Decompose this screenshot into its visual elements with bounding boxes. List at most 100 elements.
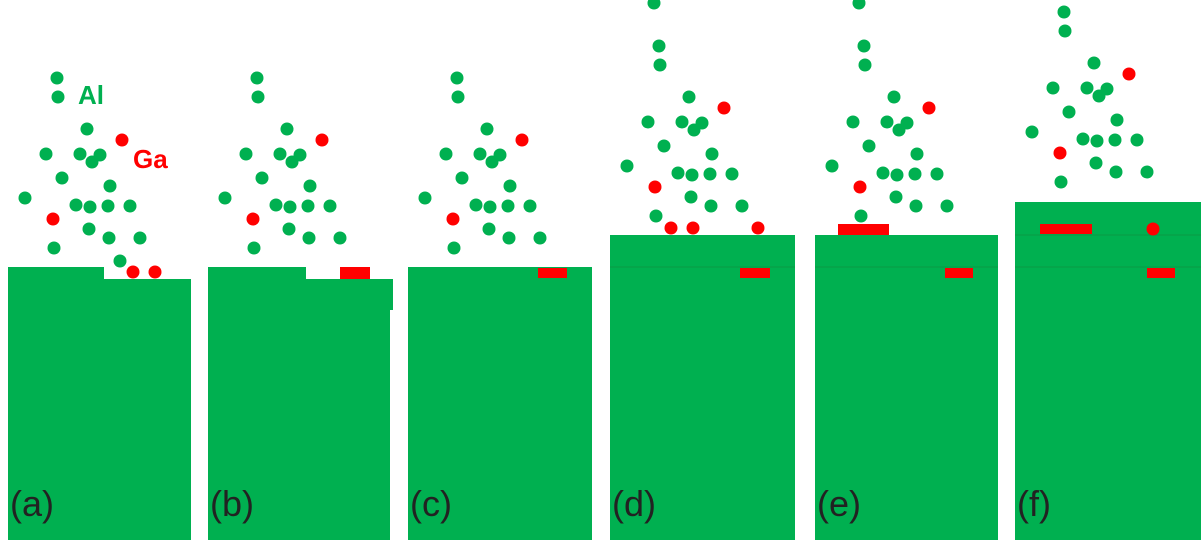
al-atom (239, 147, 253, 161)
al-atom (620, 159, 634, 173)
ga-islands (340, 224, 1175, 279)
al-atom (503, 179, 517, 193)
ga-atom (446, 212, 460, 226)
ga-layer (1147, 268, 1175, 278)
al-atom (483, 200, 497, 214)
ga-layer (538, 268, 567, 278)
al-atom (687, 123, 701, 137)
al-atom (649, 209, 663, 223)
al-atom (303, 179, 317, 193)
al-atom (1090, 134, 1104, 148)
al-atom (1108, 133, 1122, 147)
al-atom (450, 71, 464, 85)
ga-label: Ga (133, 144, 168, 174)
al-atom (280, 122, 294, 136)
al-atom (333, 231, 347, 245)
al-atom (857, 39, 871, 53)
al-atom (482, 222, 496, 236)
ga-atom (853, 180, 867, 194)
al-atom (69, 198, 83, 212)
substrate (610, 235, 795, 540)
ga-atom (148, 265, 162, 279)
al-atom (1140, 165, 1154, 179)
al-atom (269, 198, 283, 212)
al-atom (1057, 5, 1071, 19)
al-atom (1054, 175, 1068, 189)
al-atom (323, 199, 337, 213)
substrates (8, 202, 1201, 540)
ga-layer (838, 224, 889, 235)
al-atom (123, 199, 137, 213)
ga-layer (1040, 224, 1092, 234)
substrate (815, 235, 998, 540)
panel-label: (e) (817, 483, 861, 524)
ga-atom (648, 180, 662, 194)
layer-lines (610, 234, 1201, 268)
al-atom (133, 231, 147, 245)
al-atom (255, 171, 269, 185)
al-atom (876, 166, 890, 180)
al-atom (852, 0, 866, 10)
al-label: Al (78, 80, 104, 110)
al-atom (1046, 81, 1060, 95)
ga-atom (315, 133, 329, 147)
ga-atom (515, 133, 529, 147)
al-atom (1025, 125, 1039, 139)
al-atom (1062, 105, 1076, 119)
al-atom (892, 123, 906, 137)
al-atom (451, 90, 465, 104)
al-atom (647, 0, 661, 10)
al-atom (890, 168, 904, 182)
atoms (18, 0, 1160, 279)
al-atom (301, 199, 315, 213)
substrate (408, 267, 592, 540)
al-atom (51, 90, 65, 104)
al-atom (682, 90, 696, 104)
ga-atom (664, 221, 678, 235)
al-atom (501, 199, 515, 213)
al-atom (725, 167, 739, 181)
ga-atom (922, 101, 936, 115)
al-atom (447, 241, 461, 255)
al-atom (480, 122, 494, 136)
al-atom (73, 147, 87, 161)
substrate (1015, 202, 1201, 540)
al-atom (704, 199, 718, 213)
al-atom (502, 231, 516, 245)
al-atom (533, 231, 547, 245)
al-atom (285, 155, 299, 169)
panel-label: (f) (1017, 483, 1051, 524)
al-atom (652, 39, 666, 53)
al-atom (846, 115, 860, 129)
al-atom (910, 147, 924, 161)
al-atom (250, 71, 264, 85)
al-atom (473, 147, 487, 161)
al-atom (908, 167, 922, 181)
ga-atom (1122, 67, 1136, 81)
al-atom (101, 199, 115, 213)
al-atom (930, 167, 944, 181)
al-atom (273, 147, 287, 161)
al-atom (825, 159, 839, 173)
al-atom (218, 191, 232, 205)
substrate (8, 267, 104, 540)
al-atom (102, 231, 116, 245)
al-atom (455, 171, 469, 185)
ga-atom (717, 101, 731, 115)
al-atom (657, 139, 671, 153)
al-atom (55, 171, 69, 185)
ga-atom (126, 265, 140, 279)
al-atom (247, 241, 261, 255)
al-atom (641, 115, 655, 129)
substrate (306, 279, 390, 540)
al-atom (703, 167, 717, 181)
al-atom (858, 58, 872, 72)
al-atom (251, 90, 265, 104)
al-atom (485, 155, 499, 169)
panel-labels: (a) (b) (c) (d) (e) (f) (10, 483, 1051, 524)
substrate (104, 279, 191, 540)
al-atom (113, 254, 127, 268)
al-atom (862, 139, 876, 153)
al-atom (83, 200, 97, 214)
